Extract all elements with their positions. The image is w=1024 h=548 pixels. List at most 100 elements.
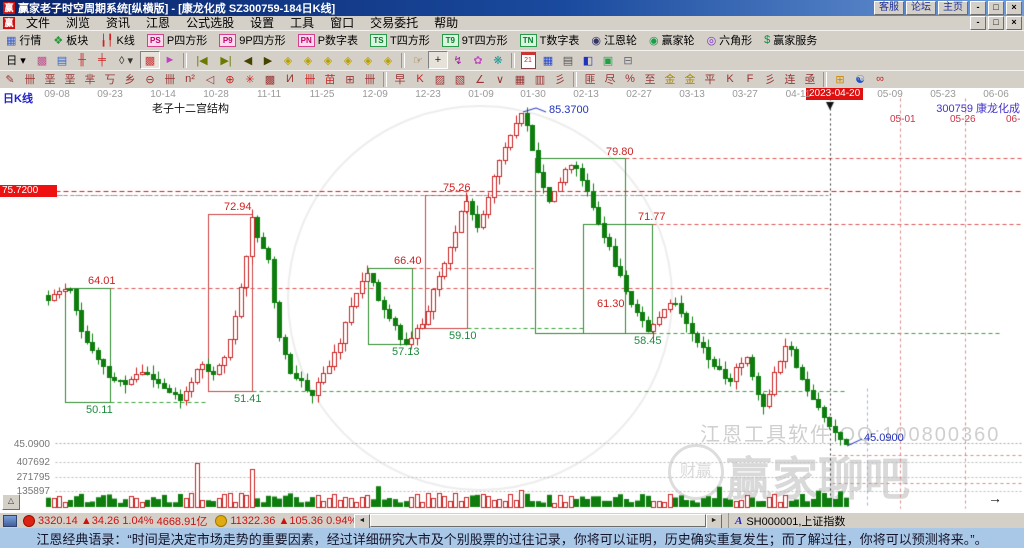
menu-帮助[interactable]: 帮助 — [434, 16, 459, 30]
draw-tool-35[interactable]: 金 — [664, 74, 676, 86]
scroll-right-arrow[interactable]: ► — [706, 514, 722, 529]
menu-公式选股[interactable]: 公式选股 — [186, 16, 235, 30]
draw-tool-27[interactable]: ▦ — [514, 73, 526, 86]
prev-bar[interactable]: ◀ — [243, 54, 253, 67]
goto-start[interactable]: |◀ — [196, 54, 208, 67]
menu-文件[interactable]: 文件 — [26, 16, 51, 30]
toolbar-六角形[interactable]: ◎ 六角形 — [702, 31, 758, 50]
scroll-left-arrow[interactable]: ◄ — [354, 514, 370, 529]
menu-工具[interactable]: 工具 — [290, 16, 315, 30]
quick-link-1[interactable]: 客服 — [874, 1, 904, 15]
draw-tool-7[interactable]: 乡 — [124, 74, 136, 86]
draw-tool-36[interactable]: 金 — [684, 74, 696, 86]
draw-tool-34[interactable]: 至 — [644, 74, 656, 86]
draw-tool-8[interactable]: ⊖ — [145, 73, 155, 86]
draw-tool-2[interactable]: 卌 — [24, 74, 36, 86]
draw-tool-1[interactable]: ✎ — [5, 73, 15, 86]
mdi-minimize-button[interactable]: - — [970, 16, 986, 30]
draw-tool-40[interactable]: 彡 — [764, 74, 776, 86]
scroll-thumb[interactable] — [370, 514, 706, 527]
draw-tool-9[interactable]: 卌 — [164, 74, 176, 86]
pattern-tool[interactable]: ❋ — [493, 54, 503, 67]
grid-window-icon[interactable]: ⊞ — [835, 73, 845, 86]
draw-tool-32[interactable]: 尽 — [604, 74, 616, 86]
toolbar-板块[interactable]: ❖ 板块 — [48, 31, 93, 50]
draw-tool-14[interactable]: ▩ — [264, 73, 276, 86]
hand-tool[interactable]: ☞ — [413, 54, 423, 67]
draw-tool-10[interactable]: n² — [185, 73, 195, 85]
menu-窗口[interactable]: 窗口 — [330, 16, 355, 30]
sh-index-value[interactable]: 3320.14 — [38, 515, 78, 527]
toolbar-赢家轮[interactable]: ◉ 赢家轮 — [644, 31, 700, 50]
toolbar-9T四方形[interactable]: T9 9T四方形 — [437, 31, 513, 50]
volume-pane-toggle[interactable]: △ — [2, 494, 20, 510]
menu-江恩[interactable]: 江恩 — [146, 16, 171, 30]
toolbar-P数字表[interactable]: PN P数字表 — [293, 31, 363, 50]
draw-tool-3[interactable]: 垩 — [44, 74, 56, 86]
draw-tool-33[interactable]: % — [625, 73, 635, 85]
diamond-tool-3[interactable]: ◈ — [323, 54, 333, 67]
next-bar[interactable]: ▶ — [263, 54, 273, 67]
sz-index-value[interactable]: 11322.36 — [230, 515, 276, 527]
draw-tool-41[interactable]: 连 — [784, 74, 796, 86]
save-icon[interactable]: ◧ — [582, 54, 594, 67]
notebook-icon[interactable]: ▤ — [562, 54, 574, 67]
draw-tool-18[interactable]: ⊞ — [345, 73, 355, 86]
close-button[interactable]: × — [1006, 1, 1022, 15]
flag-tool[interactable]: ► — [164, 54, 176, 66]
draw-tool-17[interactable]: 苗 — [324, 74, 336, 86]
scroll-right-indicator[interactable]: → — [988, 490, 1002, 506]
draw-tool-26[interactable]: ∨ — [495, 73, 505, 86]
draw-tool-39[interactable]: F — [746, 73, 754, 85]
toolbar-赢家服务[interactable]: $ 赢家服务 — [759, 31, 822, 50]
minimize-button[interactable]: - — [970, 1, 986, 15]
goto-end[interactable]: ▶| — [220, 54, 232, 67]
draw-tool-11[interactable]: ◁ — [205, 73, 215, 86]
draw-tool-16[interactable]: 卌 — [304, 74, 316, 86]
draw-tool-38[interactable]: K — [726, 73, 734, 85]
diamond-tool-6[interactable]: ◈ — [383, 54, 393, 67]
current-index-panel[interactable]: A SH000001,上证指数 — [728, 513, 1024, 528]
restore-button[interactable]: □ — [988, 1, 1004, 15]
diamond-tool-2[interactable]: ◈ — [303, 54, 313, 67]
toolbar-K线[interactable]: ╽╿ K线 — [95, 31, 140, 50]
yinyang-icon[interactable]: ☯ — [855, 73, 865, 86]
kline-frame-toggle[interactable]: ▩ — [140, 51, 160, 69]
quick-link-3[interactable]: 主页 — [938, 1, 968, 15]
draw-tool-4[interactable]: 垩 — [64, 74, 76, 86]
toolbar-9P四方形[interactable]: P9 9P四方形 — [214, 31, 290, 50]
toolbar-P四方形[interactable]: PS P四方形 — [142, 31, 212, 50]
candle-dropdown[interactable]: ◊ ▾ — [118, 54, 133, 67]
flower-tool[interactable]: ✿ — [473, 54, 483, 67]
diamond-tool-5[interactable]: ◈ — [363, 54, 373, 67]
draw-tool-28[interactable]: ▥ — [534, 73, 546, 86]
crosshair-tool[interactable]: + — [428, 51, 448, 69]
quick-link-2[interactable]: 论坛 — [906, 1, 936, 15]
draw-tool-25[interactable]: ∠ — [475, 73, 485, 86]
diamond-tool-1[interactable]: ◈ — [283, 54, 293, 67]
toolbar-行情[interactable]: ▦ 行情 — [1, 31, 46, 50]
draw-tool-23[interactable]: ▨ — [434, 73, 446, 86]
menu-浏览[interactable]: 浏览 — [66, 16, 91, 30]
zigzag-tool[interactable]: ↯ — [453, 54, 463, 67]
draw-tool-22[interactable]: K — [416, 73, 424, 85]
draw-tool-24[interactable]: ▧ — [454, 73, 466, 86]
calculator-icon[interactable]: ▦ — [542, 54, 554, 67]
draw-tool-15[interactable]: И — [286, 73, 294, 85]
draw-tool-37[interactable]: 平 — [704, 74, 716, 86]
draw-tool-21[interactable]: 早 — [394, 74, 406, 86]
period-day-dropdown[interactable]: 日 ▾ — [6, 55, 26, 67]
toolbar-T四方形[interactable]: TS T四方形 — [365, 31, 435, 50]
diamond-tool-4[interactable]: ◈ — [343, 54, 353, 67]
mdi-close-button[interactable]: × — [1006, 16, 1022, 30]
menu-交易委托[interactable]: 交易委托 — [370, 16, 419, 30]
printer-icon[interactable]: ⊟ — [623, 54, 633, 67]
toolbar-江恩轮[interactable]: ◉ 江恩轮 — [586, 31, 642, 50]
kline-style-4[interactable]: ╪ — [98, 54, 106, 66]
draw-tool-19[interactable]: 卌 — [364, 74, 376, 86]
infinity-icon[interactable]: ∞ — [876, 73, 884, 85]
draw-tool-5[interactable]: 芈 — [84, 74, 96, 86]
draw-tool-12[interactable]: ⊕ — [225, 73, 235, 86]
kline-style-1[interactable]: ▩ — [36, 54, 48, 67]
draw-tool-31[interactable]: 匪 — [584, 74, 596, 86]
